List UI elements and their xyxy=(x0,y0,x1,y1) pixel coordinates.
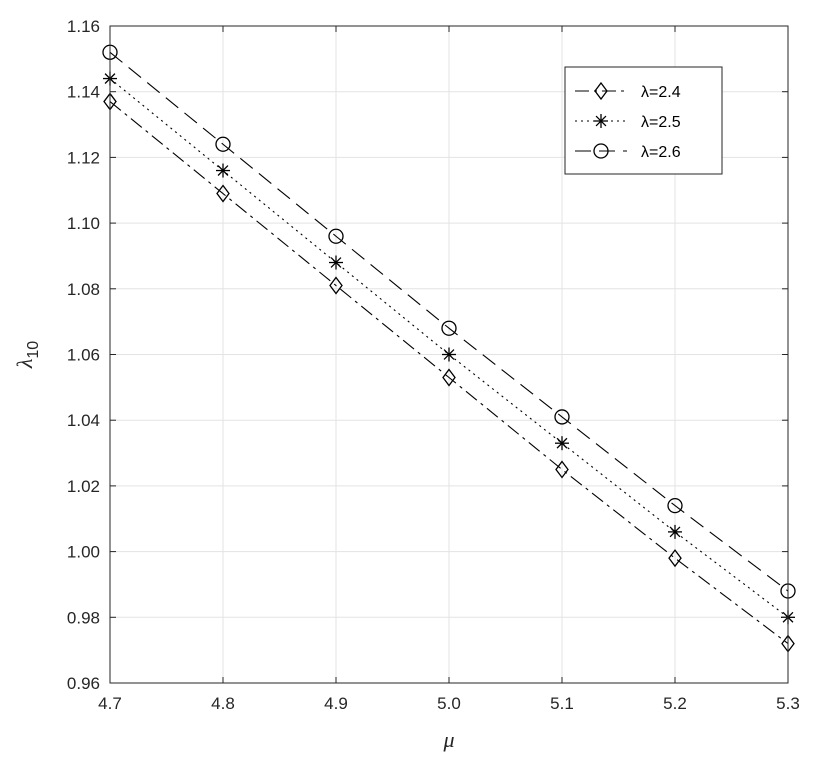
x-tick-label: 5.0 xyxy=(437,694,461,713)
series-3-point xyxy=(441,320,457,336)
series-3-point xyxy=(554,409,570,425)
y-axis-label-symbol: λ xyxy=(12,359,37,370)
series-2-point xyxy=(216,163,230,178)
series-3-point xyxy=(215,136,231,152)
y-tick-label: 1.06 xyxy=(67,346,100,365)
series-1-point xyxy=(442,368,456,387)
series-3-point xyxy=(328,228,344,244)
y-tick-label: 1.00 xyxy=(67,543,100,562)
series-1-line xyxy=(109,101,789,645)
y-tick-label: 1.16 xyxy=(67,17,100,36)
tick-labels: 4.7 4.8 4.9 5.0 5.1 5.2 5.3 0.96 0.98 1.00 1.02 1.0… xyxy=(67,17,800,713)
x-tick-label: 5.1 xyxy=(550,694,574,713)
y-axis-label: λ10 xyxy=(12,341,42,369)
y-tick-label: 1.14 xyxy=(67,83,100,102)
x-tick-label: 4.8 xyxy=(211,694,235,713)
series-2-point xyxy=(555,436,569,451)
x-tick-label: 4.7 xyxy=(98,694,122,713)
series-2-point xyxy=(329,255,343,270)
legend-box xyxy=(564,66,723,175)
y-tick-label: 1.04 xyxy=(67,411,100,430)
x-tick-label: 5.2 xyxy=(663,694,687,713)
series-layer xyxy=(102,44,796,653)
series-2-point xyxy=(668,524,682,539)
x-tick-label: 5.3 xyxy=(776,694,800,713)
series-1-point xyxy=(216,184,230,203)
y-tick-label: 1.10 xyxy=(67,214,100,233)
legend-marker xyxy=(594,114,608,128)
series-1 xyxy=(103,92,795,653)
series-1-point xyxy=(329,276,343,295)
legend-label: λ=2.5 xyxy=(641,114,681,131)
legend: λ=2.4 λ=2.5 λ=2.6 xyxy=(564,66,723,175)
series-1-point xyxy=(555,460,569,479)
legend-marker xyxy=(593,143,609,159)
y-tick-label: 0.98 xyxy=(67,608,100,627)
series-3-line xyxy=(109,51,789,592)
ticks xyxy=(109,25,789,684)
series-2-point xyxy=(442,347,456,362)
x-axis-label: μ xyxy=(442,727,454,752)
y-tick-label: 0.96 xyxy=(67,674,100,693)
series-3-point xyxy=(667,497,683,514)
x-tick-label: 4.9 xyxy=(324,694,348,713)
legend-label: λ=2.6 xyxy=(641,144,681,161)
legend-marker xyxy=(594,81,608,101)
y-axis-label-subscript: 10 xyxy=(25,341,42,359)
y-tick-label: 1.08 xyxy=(67,280,100,299)
y-tick-label: 1.12 xyxy=(67,148,100,167)
y-tick-label: 1.02 xyxy=(67,477,100,496)
series-1-point xyxy=(668,549,682,568)
legend-label: λ=2.4 xyxy=(641,84,681,101)
series-3 xyxy=(102,44,796,599)
